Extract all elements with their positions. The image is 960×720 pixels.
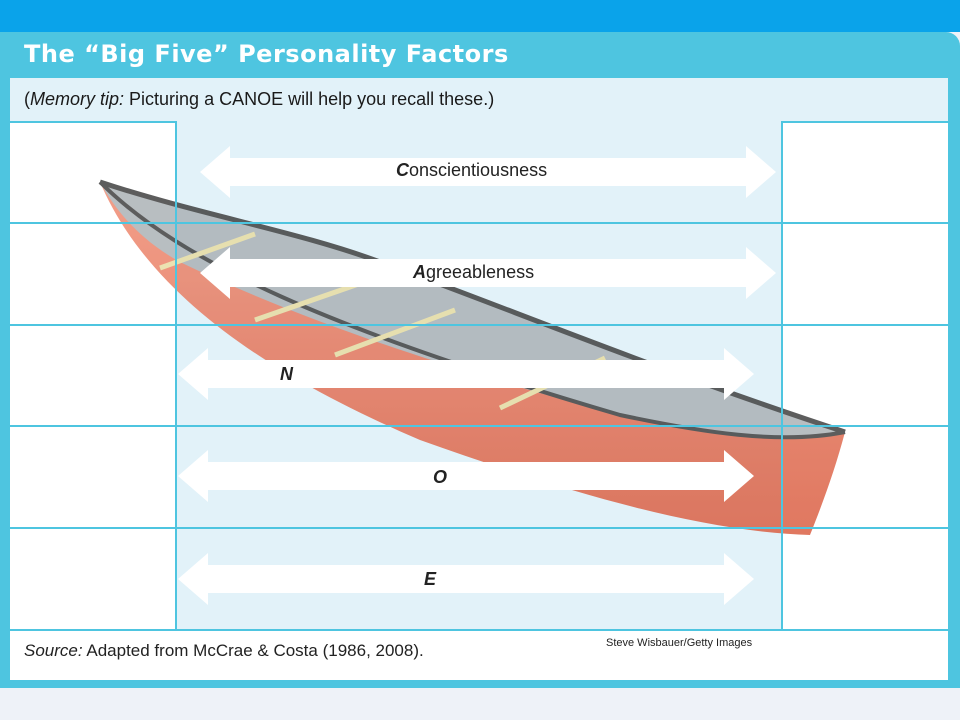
factor-label-agreeableness: Agreeableness (413, 262, 535, 282)
memory-tip-label: Memory tip: (30, 89, 125, 109)
row-divider (10, 324, 948, 326)
memory-tip: (Memory tip: Picturing a CANOE will help… (24, 89, 495, 109)
memory-tip-bar (10, 78, 948, 123)
bottom-strip (0, 688, 960, 720)
row-divider (10, 222, 948, 224)
photo-credit: Steve Wisbauer/Getty Images (606, 637, 753, 649)
row-divider (10, 629, 948, 631)
double-arrow-icon (200, 247, 776, 299)
factor-label-conscientiousness: Conscientiousness (396, 160, 548, 180)
factor-label-e: E (424, 569, 437, 589)
column-divider (781, 121, 783, 629)
double-arrow-icon (178, 553, 754, 605)
top-bar (0, 0, 960, 32)
row-divider (10, 425, 948, 427)
double-arrow-icon (178, 348, 754, 400)
column-divider (175, 121, 177, 629)
double-arrow-icon (200, 146, 776, 198)
source-citation: Source: Adapted from McCrae & Costa (198… (24, 641, 424, 660)
row-divider (10, 527, 948, 529)
factor-label-o: O (433, 467, 448, 487)
double-arrow-icon (178, 450, 754, 502)
source-label: Source: (24, 641, 83, 660)
figure-title: The “Big Five” Personality Factors (24, 40, 509, 68)
factor-label-n: N (280, 364, 293, 384)
